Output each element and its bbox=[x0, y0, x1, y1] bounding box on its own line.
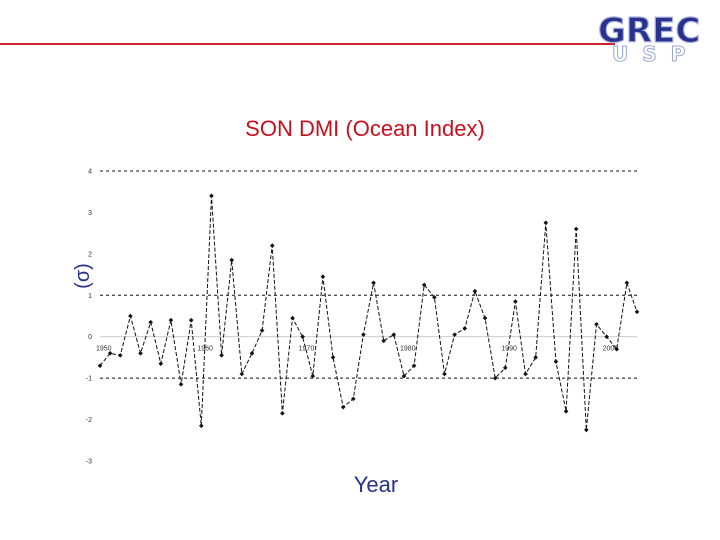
data-point bbox=[168, 317, 174, 323]
data-point bbox=[300, 334, 305, 340]
x-tick-label: 1960 bbox=[197, 346, 213, 353]
data-point bbox=[280, 411, 285, 416]
data-point bbox=[452, 332, 457, 337]
x-axis-label: Year bbox=[353, 472, 399, 497]
data-point bbox=[472, 288, 478, 294]
data-point bbox=[259, 328, 265, 333]
x-tick-label: 1950 bbox=[96, 346, 112, 353]
data-point bbox=[361, 332, 366, 337]
logo-brand-text: GREC bbox=[598, 11, 700, 51]
x-tick-label: 1990 bbox=[501, 346, 517, 353]
data-point bbox=[604, 334, 609, 340]
data-point bbox=[573, 226, 579, 232]
data-point bbox=[320, 274, 326, 279]
y-tick-label: 0 bbox=[88, 334, 92, 341]
data-point bbox=[543, 220, 549, 226]
data-point bbox=[513, 299, 518, 304]
data-point bbox=[138, 350, 143, 356]
y-tick-label: 1 bbox=[88, 293, 92, 300]
y-tick-label: 2 bbox=[88, 251, 92, 258]
data-point bbox=[117, 353, 123, 358]
data-point bbox=[107, 350, 113, 356]
data-point bbox=[351, 396, 356, 402]
chart-title: SON DMI (Ocean Index) bbox=[245, 116, 485, 141]
data-point bbox=[634, 309, 640, 315]
data-point bbox=[411, 363, 417, 369]
data-point bbox=[533, 355, 538, 360]
y-tick-label: 3 bbox=[88, 210, 92, 217]
data-point bbox=[614, 346, 620, 352]
data-point bbox=[594, 321, 599, 327]
data-point bbox=[482, 315, 488, 321]
data-point bbox=[158, 361, 164, 366]
data-point bbox=[249, 350, 255, 356]
header-rule bbox=[0, 43, 615, 45]
x-tick-label: 2000 bbox=[603, 346, 619, 353]
data-point bbox=[381, 338, 386, 344]
data-point bbox=[563, 408, 569, 414]
data-point bbox=[421, 282, 427, 288]
data-point bbox=[148, 319, 153, 325]
data-point bbox=[239, 371, 245, 377]
data-point bbox=[442, 371, 447, 377]
data-point bbox=[553, 359, 559, 364]
data-point bbox=[391, 332, 397, 337]
x-tick-label: 1970 bbox=[299, 346, 315, 353]
data-point bbox=[188, 317, 194, 323]
data-point bbox=[340, 404, 346, 410]
data-point bbox=[219, 353, 224, 358]
data-point bbox=[371, 280, 376, 286]
data-point bbox=[229, 257, 235, 263]
data-point bbox=[462, 326, 468, 331]
data-point bbox=[290, 315, 295, 321]
data-point bbox=[209, 193, 214, 199]
logo-sub-text: USP bbox=[612, 42, 699, 64]
data-point bbox=[584, 427, 589, 433]
data-point bbox=[199, 423, 204, 429]
series-line bbox=[99, 195, 638, 430]
data-point bbox=[178, 382, 184, 387]
data-point bbox=[502, 365, 508, 371]
data-point bbox=[330, 355, 336, 360]
y-tick-label: -3 bbox=[86, 459, 92, 466]
data-point bbox=[128, 313, 133, 319]
data-point bbox=[310, 373, 316, 379]
data-point bbox=[492, 375, 498, 381]
grec-logo: GREC USP bbox=[597, 10, 700, 64]
x-tick-label: 1980 bbox=[400, 346, 416, 353]
data-point bbox=[269, 243, 275, 248]
data-point bbox=[97, 363, 103, 369]
y-tick-label: -2 bbox=[86, 417, 92, 424]
data-point bbox=[624, 280, 630, 286]
data-point bbox=[432, 295, 437, 300]
y-tick-label: -1 bbox=[86, 376, 92, 383]
data-point bbox=[523, 371, 528, 377]
y-tick-label: 4 bbox=[88, 169, 92, 176]
data-point bbox=[401, 373, 407, 379]
